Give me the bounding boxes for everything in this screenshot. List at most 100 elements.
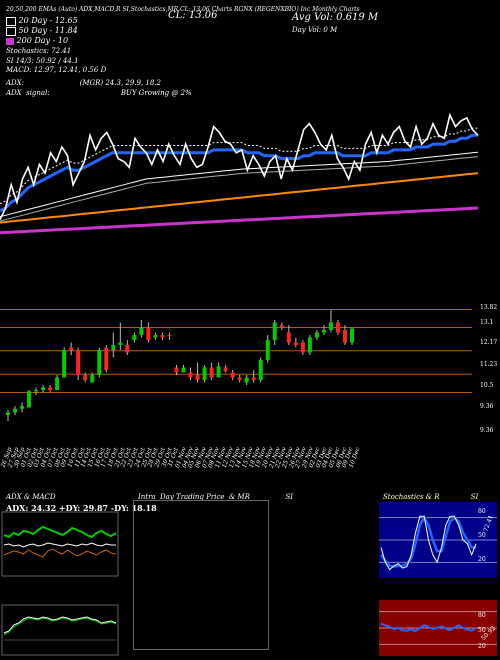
macd-signal-line <box>3 617 117 636</box>
stochastics-readout: Stochastics: 72.41 <box>6 47 72 55</box>
candle-body <box>111 345 116 350</box>
price-axis-label: 9.36 <box>480 403 494 410</box>
candle-body <box>139 327 144 335</box>
candle-body <box>76 350 81 375</box>
macd-readout: MACD: 12.97, 12.41, 0.56 D <box>6 66 107 74</box>
ema50-label: 50 Day - 11.84 <box>18 26 78 35</box>
candle-body <box>62 350 67 378</box>
candle-body <box>307 337 312 353</box>
ema50-legend: 50 Day - 11.84 <box>6 26 78 36</box>
candle-body <box>125 345 130 353</box>
price-axis-label: 10.5 <box>480 382 494 389</box>
adx-panel <box>1 511 119 577</box>
candle-body <box>48 387 53 390</box>
ema200-label: 200 Day - 10 <box>16 36 69 45</box>
candle-body <box>27 391 32 408</box>
ema200-line <box>0 206 479 235</box>
candle-body <box>83 375 88 380</box>
stoch-d-line <box>379 515 476 568</box>
price-axis-label: 13.82 <box>480 304 498 311</box>
ema200-swatch <box>6 37 14 45</box>
candle-body <box>13 408 18 413</box>
close-price-label: CL: 13.06 <box>168 10 218 21</box>
candle-body <box>293 342 298 345</box>
intraday-panel <box>133 500 269 650</box>
macd-line <box>3 616 117 634</box>
candle-body <box>195 375 200 380</box>
price-axis-label: 9.36 <box>480 427 494 434</box>
header-top-line: 20,50,200 EMAs (Auto) ADX,MACD,R SI,Stoc… <box>6 6 360 13</box>
adx-line <box>3 542 116 548</box>
adx-plus-line <box>3 525 117 539</box>
macd-panel <box>1 604 119 656</box>
candle-body <box>132 335 137 340</box>
candle-body <box>314 332 319 338</box>
candle-body <box>6 412 10 415</box>
adx-signal-readout: ADX signal: BUY Growing @ 2% <box>6 89 192 97</box>
candle-body <box>350 328 354 343</box>
candle-body <box>97 350 102 375</box>
candle-body <box>55 377 60 390</box>
adx-macd-title: ADX & MACD <box>6 493 56 501</box>
candle-body <box>202 367 207 380</box>
day-volume-label: Day Vol: 0 M <box>292 26 338 34</box>
candle-body <box>34 390 39 392</box>
candle-body <box>188 372 193 378</box>
adx-readout: ADX: (MGR) 24.3, 29.9, 18.2 <box>6 79 162 87</box>
candle-body <box>216 366 221 378</box>
si-readout: SI 14/3: 50.92 / 44.1 <box>6 57 79 65</box>
rsi-level-80: 80 <box>478 612 486 619</box>
ema20-swatch <box>6 16 16 26</box>
stoch-k-line <box>380 515 477 571</box>
ema50-swatch <box>6 26 16 36</box>
candle-body <box>209 367 214 378</box>
candle-body <box>167 335 172 337</box>
candle-body <box>335 322 340 333</box>
candle-body <box>181 367 186 373</box>
candle-body <box>279 325 284 328</box>
candle-body <box>69 347 74 350</box>
price-axis-label: 11.23 <box>480 361 498 368</box>
stoch-level-50: 50 <box>478 532 486 539</box>
price-axis-label: 13.1 <box>480 319 494 326</box>
adx-minus-line <box>3 548 117 558</box>
ema-white-line <box>0 151 479 218</box>
stoch-level-20: 20 <box>478 556 486 563</box>
candle-body <box>300 342 305 353</box>
rsi-line <box>380 622 477 633</box>
adx-values: ADX: 24.32 +DY: 29.87 -DY: 18.18 <box>6 503 157 513</box>
candle-body <box>104 347 109 370</box>
stochastics-title: Stochastics & R SI <box>383 493 479 501</box>
candle-body <box>237 377 242 380</box>
ema-orange-line <box>0 172 479 224</box>
ema-dotted-line <box>0 127 478 205</box>
candle-body <box>153 335 158 338</box>
avg-volume-label: Avg Vol: 0.619 M <box>292 12 379 23</box>
ema20-label: 20 Day - 12.65 <box>18 16 78 25</box>
candle-body <box>223 367 228 372</box>
close-price-line <box>0 112 479 221</box>
candle-body <box>286 332 291 343</box>
candle-body <box>342 330 347 343</box>
rsi-level-50: 50 <box>478 627 486 634</box>
candle-body <box>90 375 95 383</box>
stoch-level-80: 80 <box>478 508 486 515</box>
rsi-level-20: 20 <box>478 643 486 650</box>
candle-body <box>265 340 270 360</box>
ema-gray-line <box>0 156 479 222</box>
price-axis-label: 12.17 <box>480 339 498 346</box>
candle-body <box>230 372 235 378</box>
candle-body <box>146 327 151 340</box>
candle-body <box>174 367 179 373</box>
candle-body <box>41 387 46 390</box>
candle-body <box>118 342 123 345</box>
ema200-legend: 200 Day - 10 <box>6 36 68 45</box>
candle-body <box>321 330 326 333</box>
intraday-title: Intra Day Trading Price & MR SI <box>138 493 294 501</box>
candle-body <box>160 335 165 338</box>
candle-body <box>328 322 333 330</box>
candle-body <box>251 377 256 380</box>
candle-body <box>244 377 249 383</box>
candle-body <box>20 406 25 409</box>
